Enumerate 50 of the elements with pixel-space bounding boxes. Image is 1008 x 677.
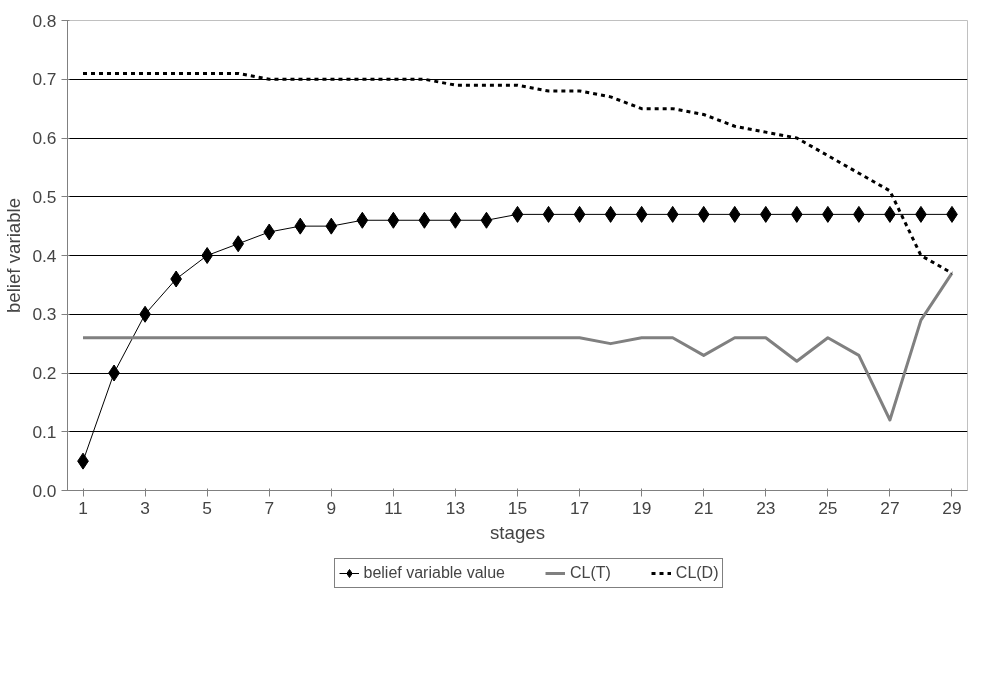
point xyxy=(294,217,307,235)
point xyxy=(356,211,369,229)
line-series xyxy=(81,271,954,422)
point xyxy=(635,205,648,223)
y-tick-label: 0.1 xyxy=(32,421,57,442)
point xyxy=(387,211,400,229)
legend-label: CL(T) xyxy=(569,564,611,582)
y-tick-label: 0.5 xyxy=(32,186,57,207)
y-tick-label: 0.0 xyxy=(32,480,57,501)
point xyxy=(418,211,431,229)
x-tick-label: 21 xyxy=(694,497,714,518)
point xyxy=(604,205,617,223)
point xyxy=(325,217,338,235)
x-axis-title: stages xyxy=(490,521,545,543)
x-tick-label: 15 xyxy=(507,497,528,518)
point xyxy=(480,211,493,229)
x-tick-label: 23 xyxy=(756,497,776,518)
x-tick-label: 1 xyxy=(78,497,88,518)
point xyxy=(666,205,679,223)
y-tick-label: 0.4 xyxy=(32,245,57,266)
x-tick-label: 17 xyxy=(569,497,590,518)
point xyxy=(790,205,803,223)
y-tick-label: 0.8 xyxy=(32,10,57,31)
x-tick-label: 19 xyxy=(632,497,652,518)
x-tick-label: 11 xyxy=(384,497,403,518)
point xyxy=(511,205,524,223)
point xyxy=(759,205,772,223)
point xyxy=(232,235,245,253)
y-tick-label: 0.6 xyxy=(32,128,57,148)
point xyxy=(728,205,741,223)
y-tick-label: 0.7 xyxy=(32,69,57,90)
point xyxy=(263,223,276,241)
x-tick-label: 13 xyxy=(445,497,466,518)
point xyxy=(201,247,213,264)
y-tick-label: 0.3 xyxy=(32,304,57,325)
point xyxy=(449,211,462,229)
x-tick-label: 27 xyxy=(880,497,900,518)
legend-label: CL(D) xyxy=(675,564,719,582)
legend-label: belief variable value xyxy=(363,564,505,582)
point xyxy=(542,205,555,223)
x-tick-label: 3 xyxy=(140,497,150,518)
point xyxy=(697,205,710,223)
x-tick-label: 25 xyxy=(818,497,838,518)
point xyxy=(573,205,586,223)
x-tick-label: 9 xyxy=(326,497,337,518)
x-tick-label: 7 xyxy=(264,497,275,518)
y-axis-title: belief variable xyxy=(3,197,25,314)
x-tick-label: 5 xyxy=(202,497,212,518)
y-tick-label: 0.2 xyxy=(32,363,57,383)
x-tick-label: 29 xyxy=(942,497,962,518)
